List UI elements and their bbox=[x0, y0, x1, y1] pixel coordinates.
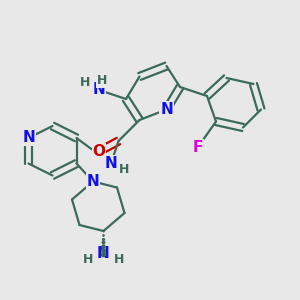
Text: O: O bbox=[92, 144, 106, 159]
Text: H: H bbox=[119, 163, 130, 176]
Text: F: F bbox=[193, 140, 203, 154]
Text: H: H bbox=[97, 74, 107, 88]
Text: N: N bbox=[97, 246, 110, 261]
Text: N: N bbox=[22, 130, 35, 146]
Text: N: N bbox=[105, 156, 117, 171]
Text: H: H bbox=[83, 253, 94, 266]
Text: N: N bbox=[93, 82, 105, 98]
Text: H: H bbox=[80, 76, 91, 89]
Text: N: N bbox=[160, 102, 173, 117]
Text: H: H bbox=[114, 253, 124, 266]
Text: N: N bbox=[87, 174, 99, 189]
